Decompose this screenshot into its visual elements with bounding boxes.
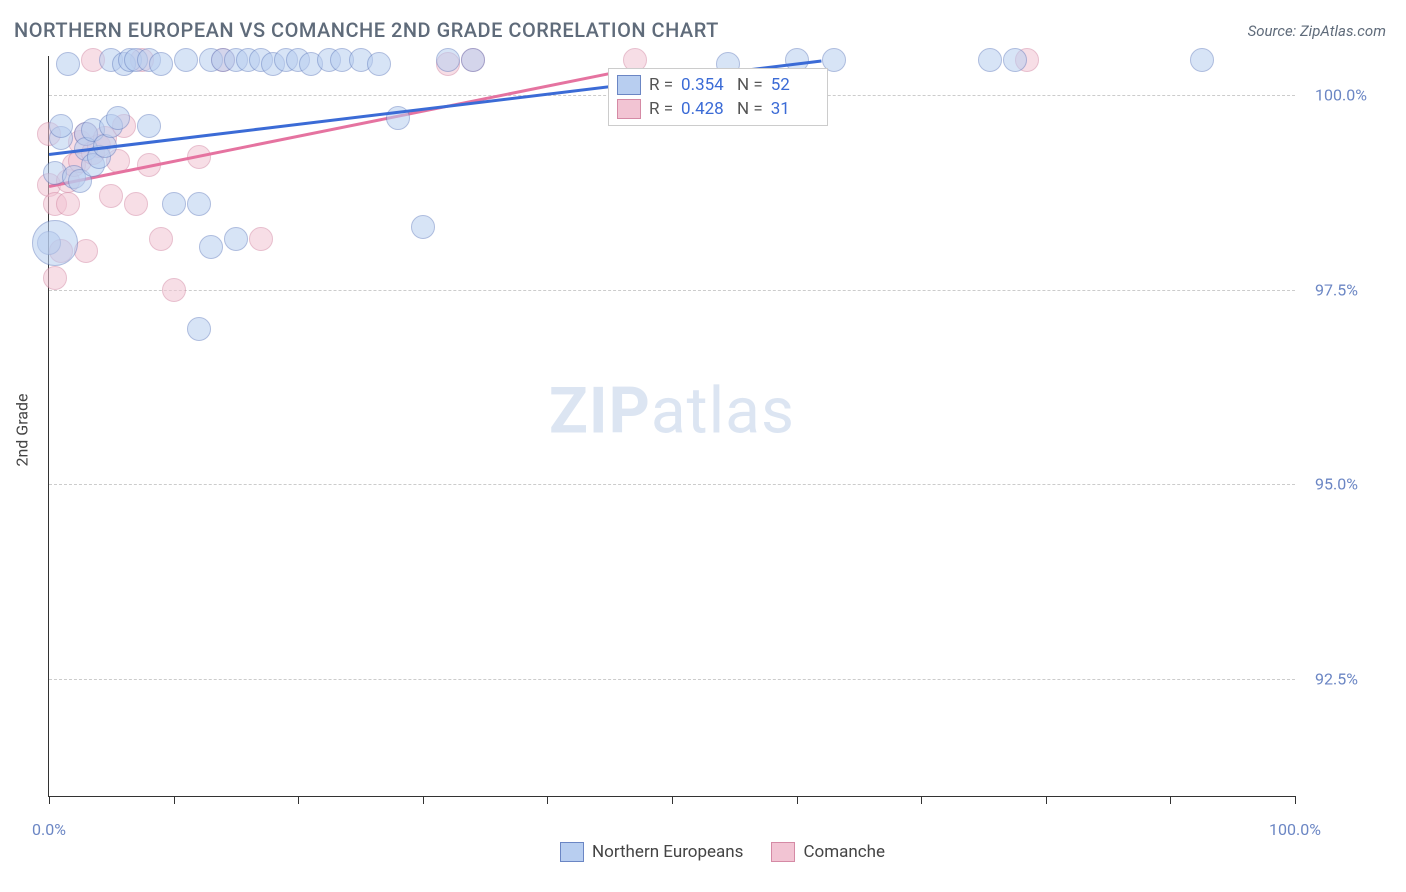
xtick: [174, 796, 175, 804]
gridline: [49, 679, 1295, 680]
data-point-a: [411, 215, 435, 239]
watermark-light: atlas: [651, 374, 795, 449]
watermark-strong: ZIP: [549, 374, 651, 449]
legend-N-b: 31: [771, 99, 819, 119]
xtick-label: 100.0%: [1269, 820, 1321, 839]
legend-R-label2: R =: [649, 99, 673, 119]
gridline: [49, 484, 1295, 485]
plot-area: ZIPatlas 92.5%95.0%97.5%100.0%0.0%100.0%: [48, 56, 1295, 797]
data-point-a: [56, 52, 80, 76]
data-point-b: [43, 266, 67, 290]
swatch-a-icon: [617, 75, 641, 95]
legend-item-b: Comanche: [771, 842, 885, 862]
legend-bottom: Northern Europeans Comanche: [560, 842, 885, 862]
legend-item-a: Northern Europeans: [560, 842, 743, 862]
swatch-b-icon: [771, 842, 795, 862]
data-point-a: [978, 48, 1002, 72]
xtick: [1170, 796, 1171, 804]
legend-N-label: N =: [737, 75, 763, 95]
data-point-a: [174, 48, 198, 72]
data-point-b: [249, 227, 273, 251]
swatch-b-icon: [617, 99, 641, 119]
source-label: Source: ZipAtlas.com: [1248, 22, 1386, 40]
xtick: [547, 796, 548, 804]
data-point-b: [99, 184, 123, 208]
legend-N-a: 52: [771, 75, 819, 95]
ytick-label: 92.5%: [1315, 670, 1358, 689]
legend-R-a: 0.354: [681, 75, 729, 95]
legend-stats-row-b: R = 0.428 N = 31: [617, 97, 819, 121]
legend-stats: R = 0.354 N = 52 R = 0.428 N = 31: [608, 68, 828, 126]
data-point-a: [367, 52, 391, 76]
data-point-a: [224, 227, 248, 251]
gridline: [49, 290, 1295, 291]
xtick: [49, 796, 50, 804]
watermark: ZIPatlas: [549, 374, 795, 449]
chart-title: NORTHERN EUROPEAN VS COMANCHE 2ND GRADE …: [14, 18, 719, 42]
xtick-label: 0.0%: [32, 820, 66, 839]
xtick: [672, 796, 673, 804]
data-point-b: [124, 192, 148, 216]
data-point-a: [436, 48, 460, 72]
legend-label-b: Comanche: [803, 842, 885, 862]
data-point-a: [137, 114, 161, 138]
data-point-b: [56, 192, 80, 216]
xtick: [423, 796, 424, 804]
ytick-label: 97.5%: [1315, 280, 1358, 299]
swatch-a-icon: [560, 842, 584, 862]
ytick-label: 100.0%: [1315, 85, 1367, 104]
data-point-a: [1190, 48, 1214, 72]
data-point-a: [149, 52, 173, 76]
legend-R-label: R =: [649, 75, 673, 95]
data-point-a: [461, 48, 485, 72]
data-point-a: [162, 192, 186, 216]
data-point-a: [106, 106, 130, 130]
data-point-a: [49, 114, 73, 138]
data-point-a: [32, 220, 78, 266]
legend-label-a: Northern Europeans: [592, 842, 743, 862]
data-point-b: [162, 278, 186, 302]
xtick: [921, 796, 922, 804]
yaxis-title: 2nd Grade: [13, 393, 32, 466]
chart-container: NORTHERN EUROPEAN VS COMANCHE 2ND GRADE …: [0, 0, 1406, 892]
data-point-b: [149, 227, 173, 251]
data-point-a: [187, 317, 211, 341]
legend-R-b: 0.428: [681, 99, 729, 119]
xtick: [1046, 796, 1047, 804]
xtick: [797, 796, 798, 804]
xtick: [1295, 796, 1296, 804]
xtick: [298, 796, 299, 804]
data-point-a: [187, 192, 211, 216]
data-point-a: [199, 235, 223, 259]
data-point-a: [1003, 48, 1027, 72]
legend-N-label2: N =: [737, 99, 763, 119]
legend-stats-row-a: R = 0.354 N = 52: [617, 73, 819, 97]
ytick-label: 95.0%: [1315, 475, 1358, 494]
